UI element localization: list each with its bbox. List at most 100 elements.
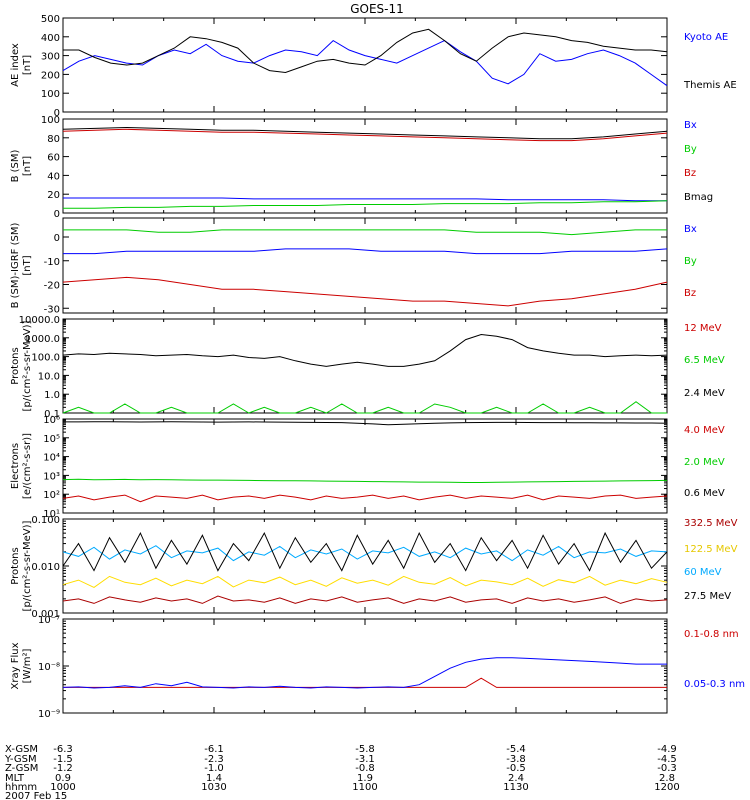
y-tick-label: 300	[41, 52, 60, 63]
legend-entry: 12 MeV	[684, 323, 722, 334]
x-tick-value: -1.5	[53, 754, 73, 765]
legend-entry: 0.05-0.3 nm	[684, 679, 745, 690]
series-line-27-5-mev	[62, 531, 668, 572]
legend-entry: Bmag	[684, 192, 713, 203]
legend-entry: Bz	[684, 288, 696, 299]
x-tick-value: -4.5	[657, 754, 677, 765]
y-tick-label: 1000.0	[25, 334, 60, 345]
y-tick-label: 0.010	[31, 562, 60, 573]
figure-title: GOES-11	[350, 2, 404, 16]
x-row-label: Z-GSM	[5, 763, 38, 774]
x-row-label: X-GSM	[5, 744, 38, 755]
series-line-bx	[63, 197, 667, 202]
y-tick-label: 10³	[43, 471, 60, 482]
panel-electrons: 10¹ 10² 10³ 10⁴ 10⁵ 10⁶ Electrons [e/(cm²-s-sr)…	[10, 415, 725, 520]
x-tick-value: 0.9	[55, 773, 71, 784]
y-tick-label: 10⁴	[43, 453, 60, 464]
series-line-0-05-0-3-nm	[62, 657, 667, 689]
y-tick-label: 10⁻⁷	[38, 615, 60, 626]
y-axis-label: AE index	[10, 43, 21, 87]
y-tick-label: 0.001	[31, 609, 60, 620]
x-tick-value: 1.9	[357, 773, 373, 784]
legend-entry: By	[684, 256, 697, 267]
y-tick-label: 20	[47, 190, 60, 201]
y-axis-label: [nT]	[22, 255, 33, 275]
panel-protons_high: 0.001 0.010 0.100 Protons [p/(cm²-s-sr-MeV)]…	[10, 515, 738, 620]
y-tick-label: 0.1	[44, 409, 60, 420]
legend-entry: 332.5 MeV	[684, 518, 738, 529]
y-tick-label: -30	[44, 304, 60, 315]
x-tick-value: 1100	[352, 782, 377, 793]
legend-entry: Bx	[684, 224, 697, 235]
series-line-by	[63, 200, 668, 209]
panel-ae: 0 100 200 300 400 500 AE index [nT] Kyoto AE Them…	[10, 14, 737, 119]
series-line-60-mev	[62, 545, 668, 562]
x-tick-value: -5.8	[355, 744, 375, 755]
y-tick-label: 100	[41, 89, 60, 100]
y-tick-label: 0	[54, 209, 60, 220]
legend-entry: Bx	[684, 120, 697, 131]
y-axis-label: [nT]	[22, 55, 33, 75]
series-line-4-0-mev	[62, 494, 668, 503]
panel-xray: 10⁻⁹ 10⁻⁸ 10⁻⁷ Xray Flux [W/m²] 0.1-0.8 nm 0.0…	[10, 615, 745, 720]
x-tick-value: -1.2	[53, 763, 73, 774]
legend-entry: 27.5 MeV	[684, 591, 731, 602]
x-tick-value: -1.0	[204, 763, 224, 774]
y-tick-label: 80	[47, 134, 60, 145]
x-tick-value: 1000	[50, 782, 75, 793]
x-tick-value: -2.3	[204, 754, 224, 765]
panel-frame	[62, 418, 668, 514]
y-tick-label: 1.0	[44, 390, 60, 401]
x-tick-value: -4.9	[657, 744, 677, 755]
panel-protons_low: 0.1 1.0 10.0 100.0 1000.0 10000.0 Protons [p/(c…	[10, 315, 725, 420]
y-tick-label: 10.0	[38, 371, 60, 382]
series-line-themis-ae	[63, 28, 668, 74]
x-tick-value: 1030	[201, 782, 226, 793]
series-line-kyoto-ae	[62, 39, 668, 87]
y-axis-label: [W/m²]	[22, 648, 33, 683]
y-tick-label: -20	[44, 281, 60, 292]
y-tick-label: 200	[41, 70, 60, 81]
series-line-6-5-mev	[62, 401, 667, 414]
x-row-label: Y-GSM	[4, 754, 37, 765]
x-tick-value: 2.4	[508, 773, 524, 784]
y-axis-label: [p/(cm²-s-sr-MeV)]	[22, 320, 33, 411]
y-axis-label: Electrons	[10, 443, 21, 489]
series-line-by	[63, 229, 667, 236]
x-tick-value: -6.1	[204, 744, 224, 755]
legend-entry: 60 MeV	[684, 567, 722, 578]
y-tick-label: 100.0	[31, 353, 60, 364]
legend-entry: 0.1-0.8 nm	[684, 629, 739, 640]
series-line-0-1-0-8-nm	[63, 677, 667, 688]
panel-bsm: 0 20 40 60 80 100 B (SM) [nT] Bx By Bz Bmag	[10, 115, 713, 220]
y-tick-label: 10⁶	[43, 415, 60, 426]
legend-entry: By	[684, 144, 697, 155]
x-tick-value: -0.8	[355, 763, 375, 774]
y-tick-label: 10⁵	[43, 434, 60, 445]
y-axis-label: Protons	[10, 547, 21, 584]
panel-bdiff: -30 -20 -10 0 B (SM)-IGRF (SM) [nT] Bx By Bz	[10, 217, 697, 315]
x-tick-value: 1130	[503, 782, 528, 793]
legend-entry: 2.4 MeV	[684, 388, 725, 399]
y-axis-label: [e/(cm²-s-sr)]	[22, 433, 33, 499]
date-label: 2007 Feb 15	[5, 791, 67, 800]
y-axis-label: B (SM)-IGRF (SM)	[10, 223, 21, 309]
x-tick-value: -5.4	[506, 744, 526, 755]
x-tick-value: 2.8	[659, 773, 675, 784]
x-tick-value: -3.1	[355, 754, 375, 765]
panel-frame	[62, 618, 668, 714]
series-line-122-5-mev	[62, 575, 668, 588]
y-tick-label: 500	[41, 14, 60, 25]
x-row-label: MLT	[5, 773, 25, 784]
x-tick-value: -0.3	[657, 763, 677, 774]
y-tick-label: 10¹	[43, 509, 60, 520]
legend-entry: 0.6 MeV	[684, 488, 725, 499]
y-tick-label: 0	[54, 233, 60, 244]
series-line-bmag	[62, 126, 668, 140]
x-tick-value: -6.3	[53, 744, 73, 755]
y-tick-label: 400	[41, 33, 60, 44]
y-tick-label: 0	[54, 108, 60, 119]
x-tick-value: -3.8	[506, 754, 526, 765]
series-line-0-6-mev	[63, 421, 668, 426]
